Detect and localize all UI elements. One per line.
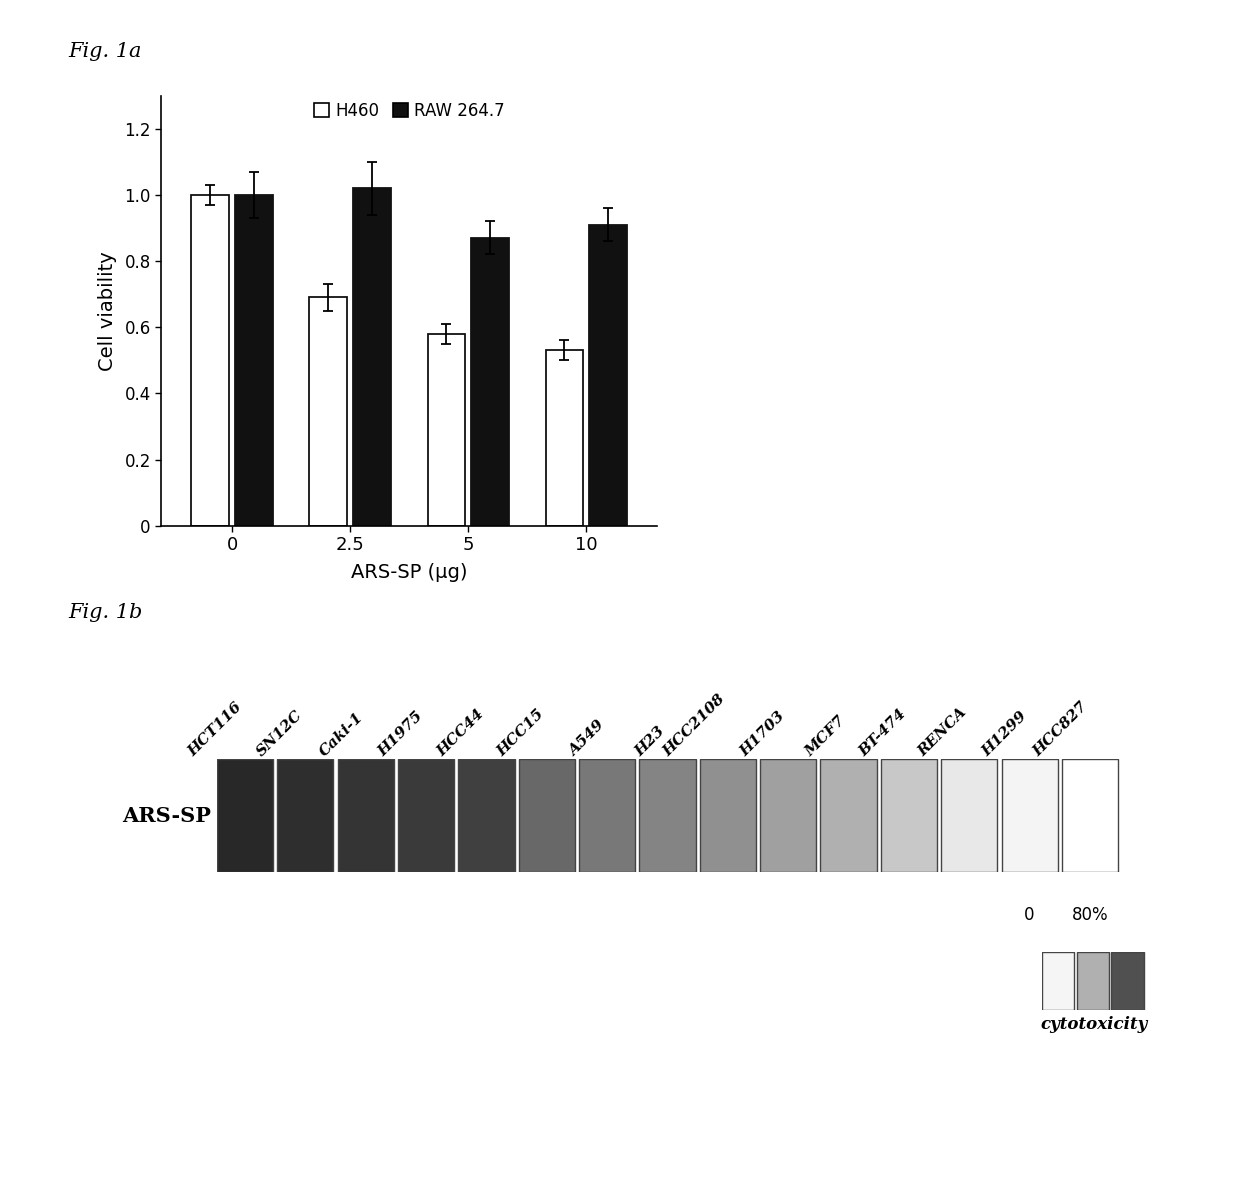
Text: H1299: H1299 — [980, 709, 1029, 759]
Text: HCT116: HCT116 — [186, 699, 246, 759]
Text: Fig. 1b: Fig. 1b — [68, 603, 143, 623]
Bar — [191, 195, 229, 526]
Y-axis label: Cell viability: Cell viability — [98, 251, 118, 370]
Text: MCF7: MCF7 — [804, 713, 848, 759]
Bar — [640, 759, 696, 872]
Bar — [310, 298, 347, 526]
Text: HCC15: HCC15 — [495, 706, 547, 759]
Bar — [579, 759, 635, 872]
Text: 0: 0 — [1024, 906, 1035, 924]
Text: ARS-SP: ARS-SP — [122, 805, 211, 826]
Text: H23: H23 — [632, 724, 667, 759]
Text: BT-474: BT-474 — [857, 706, 909, 759]
Text: HCC44: HCC44 — [434, 706, 486, 759]
Text: HCC827: HCC827 — [1030, 699, 1090, 759]
Bar — [589, 225, 627, 526]
Text: 80%: 80% — [1071, 906, 1109, 924]
Bar — [699, 759, 756, 872]
Bar — [217, 759, 273, 872]
Text: cytotoxicity: cytotoxicity — [1040, 1016, 1148, 1032]
Legend: H460, RAW 264.7: H460, RAW 264.7 — [306, 96, 512, 127]
Bar — [1111, 952, 1143, 1010]
Text: Fig. 1a: Fig. 1a — [68, 42, 141, 61]
Bar — [278, 759, 334, 872]
Bar — [941, 759, 997, 872]
Bar — [1002, 759, 1058, 872]
Bar — [546, 350, 583, 526]
Text: Caki-1: Caki-1 — [316, 710, 366, 759]
Text: SN12C: SN12C — [254, 707, 305, 759]
Text: A549: A549 — [567, 718, 608, 759]
Bar — [471, 238, 508, 526]
Bar — [236, 195, 273, 526]
Bar — [760, 759, 816, 872]
Text: RENCA: RENCA — [915, 705, 970, 759]
Bar — [353, 189, 391, 526]
Bar — [880, 759, 937, 872]
Bar — [1061, 759, 1118, 872]
Bar — [1042, 952, 1074, 1010]
X-axis label: ARS-SP (μg): ARS-SP (μg) — [351, 563, 467, 582]
Text: HCC2108: HCC2108 — [661, 692, 728, 759]
Bar — [459, 759, 515, 872]
Bar — [398, 759, 454, 872]
Text: H1703: H1703 — [738, 709, 789, 759]
Bar — [1076, 952, 1109, 1010]
Text: H1975: H1975 — [376, 709, 427, 759]
Bar — [428, 333, 465, 526]
Bar — [518, 759, 575, 872]
Bar — [337, 759, 394, 872]
Bar — [821, 759, 877, 872]
